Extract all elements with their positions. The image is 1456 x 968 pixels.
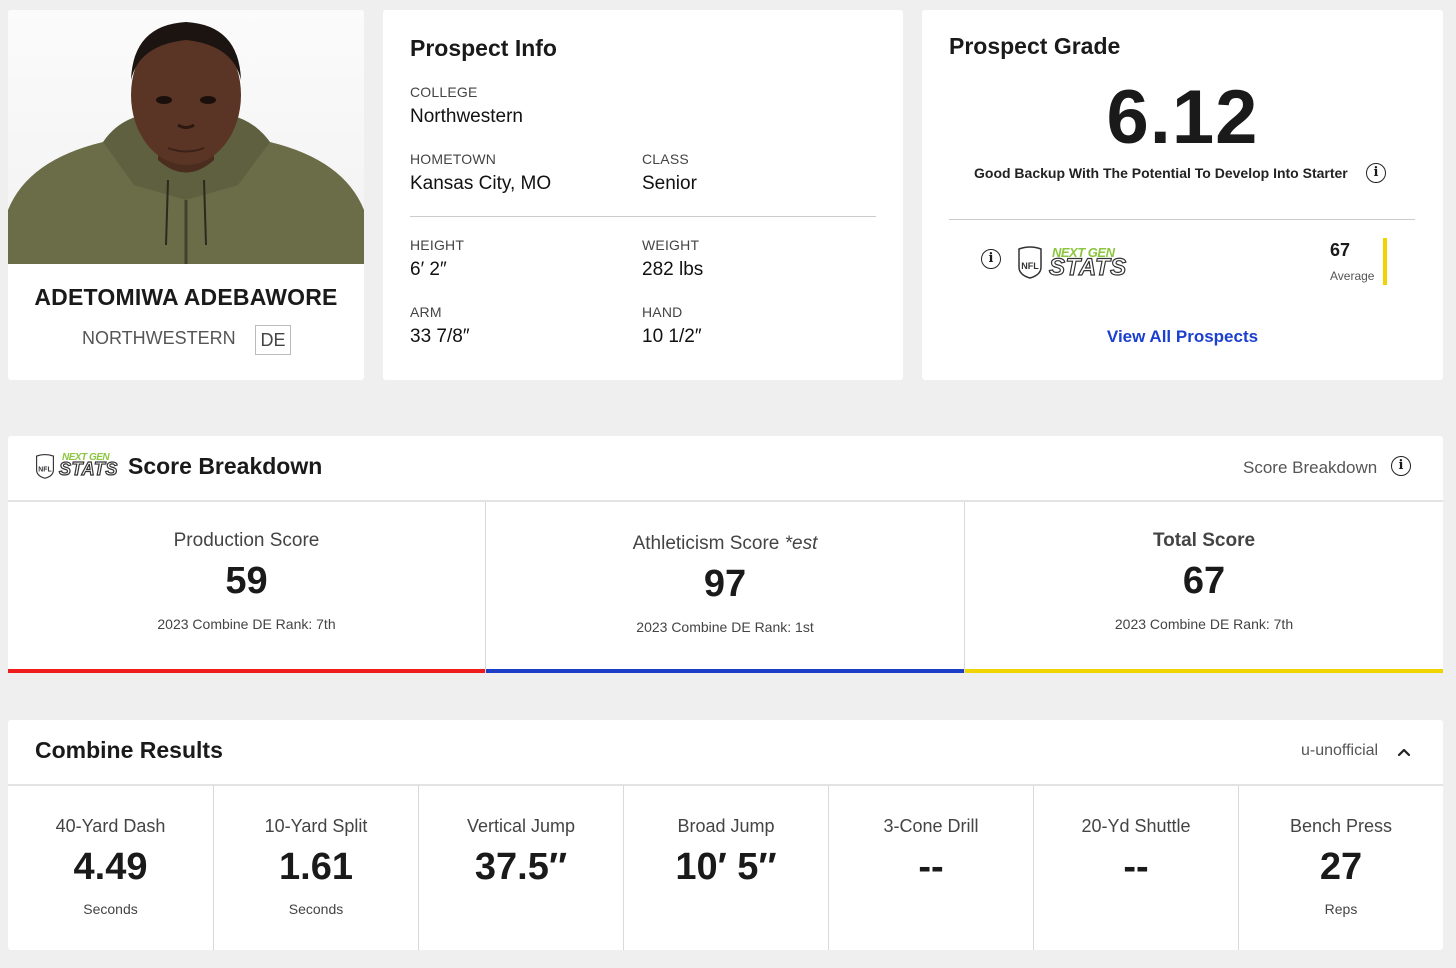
hand-value: 10 1/2″	[642, 326, 702, 347]
drill-unit: Seconds	[288, 901, 344, 917]
prospect-info-card: Prospect Info COLLEGE Northwestern HOMET…	[383, 10, 903, 380]
production-score-rank: 2023 Combine DE Rank: 7th	[157, 616, 336, 632]
total-score-bar	[965, 669, 1443, 673]
drill-value: --	[918, 846, 944, 888]
drill-20-yd-shuttle: 20-Yd Shuttle --	[1033, 786, 1238, 950]
info-divider	[410, 216, 876, 217]
grade-divider	[949, 219, 1415, 220]
class-value: Senior	[642, 173, 697, 194]
athleticism-score-rank: 2023 Combine DE Rank: 1st	[636, 619, 814, 635]
drill-label: Broad Jump	[677, 816, 775, 836]
combine-results-title: Combine Results	[35, 737, 223, 763]
total-score-rank: 2023 Combine DE Rank: 7th	[1114, 616, 1294, 632]
ngs-logo: NFL NEXT GEN STATS	[1017, 244, 1137, 282]
prospect-info-title: Prospect Info	[410, 35, 557, 61]
drill-unit: Seconds	[83, 901, 138, 917]
production-score-label: Production Score	[173, 530, 320, 551]
grade-description: Good Backup With The Potential To Develo…	[974, 165, 1348, 181]
height-value: 6′ 2″	[410, 259, 447, 280]
production-score-bar	[8, 669, 485, 673]
svg-text:NFL: NFL	[38, 466, 51, 473]
score-breakdown-menu-label[interactable]: Score Breakdown	[1243, 458, 1378, 477]
prospect-grade-card: Prospect Grade 6.12 Good Backup With The…	[922, 10, 1443, 380]
college-value: Northwestern	[410, 106, 523, 127]
drill-bench-press: Bench Press 27 Reps	[1238, 786, 1443, 950]
player-name: ADETOMIWA ADEBAWORE	[34, 284, 338, 310]
drill-value: 37.5″	[474, 846, 568, 888]
drill-3-cone: 3-Cone Drill --	[828, 786, 1033, 950]
nfl-shield-icon: NFL	[1018, 246, 1042, 279]
drill-value: 27	[1319, 846, 1363, 888]
hand-label: HAND	[642, 304, 683, 320]
prospect-grade-value: 6.12	[1106, 75, 1259, 160]
hometown-value: Kansas City, MO	[410, 173, 552, 194]
athleticism-score-label-row: Athleticism Score *est	[486, 533, 964, 555]
height-label: HEIGHT	[410, 237, 465, 253]
nfl-shield-icon: NFL	[36, 453, 54, 479]
ngs-score-label: Average	[1330, 269, 1375, 283]
player-college: NORTHWESTERN	[82, 328, 236, 348]
svg-text:NFL: NFL	[1021, 261, 1039, 271]
ngs-info-icon[interactable]: i	[981, 249, 1001, 269]
view-all-prospects-link[interactable]: View All Prospects	[1106, 327, 1259, 346]
arm-value: 33 7/8″	[410, 326, 470, 347]
drill-label: Bench Press	[1289, 816, 1393, 836]
score-breakdown-card: NFL NEXT GEN STATS Score Breakdown Score…	[8, 436, 1443, 673]
chevron-up-icon[interactable]	[1394, 742, 1414, 762]
hometown-label: HOMETOWN	[410, 151, 497, 167]
total-score-label: Total Score	[1152, 530, 1256, 551]
drill-label: 10-Yard Split	[264, 816, 368, 836]
ngs-logo-stats: STATS	[1048, 253, 1127, 281]
combine-results-card: Combine Results u-unofficial 40-Yard Das…	[8, 720, 1443, 950]
athleticism-score-bar	[486, 669, 964, 673]
production-score-value: 59	[225, 560, 268, 602]
athleticism-score-label: Athleticism Score	[632, 533, 780, 554]
drill-unit: Reps	[1324, 901, 1358, 917]
drill-value: 1.61	[279, 846, 353, 888]
drill-label: Vertical Jump	[466, 816, 576, 836]
drill-value: --	[1123, 846, 1149, 888]
drill-label: 3-Cone Drill	[883, 816, 979, 836]
score-info-icon[interactable]: i	[1391, 456, 1411, 476]
drill-vertical-jump: Vertical Jump 37.5″	[418, 786, 623, 950]
player-portrait-icon	[8, 22, 364, 264]
score-breakdown-title: Score Breakdown	[128, 453, 323, 479]
total-score-panel: Total Score 67 2023 Combine DE Rank: 7th	[964, 502, 1443, 673]
drill-label: 40-Yard Dash	[55, 816, 166, 836]
ngs-logo-next: NEXT GEN	[1052, 245, 1115, 260]
weight-label: WEIGHT	[642, 237, 700, 253]
total-score-value: 67	[1182, 560, 1226, 602]
athleticism-score-panel: Athleticism Score *est 97 2023 Combine D…	[485, 502, 964, 673]
position-badge: DE	[255, 325, 291, 355]
unofficial-toggle[interactable]: u-unofficial	[1301, 742, 1379, 759]
production-score-panel: Production Score 59 2023 Combine DE Rank…	[8, 502, 485, 673]
arm-label: ARM	[410, 304, 442, 320]
athleticism-score-est: *est	[784, 533, 818, 554]
ngs-logo-stats: STATS	[58, 458, 118, 479]
drill-value: 10′ 5″	[675, 846, 777, 888]
ngs-score-bar	[1383, 238, 1387, 285]
weight-value: 282 lbs	[642, 259, 704, 280]
college-label: COLLEGE	[410, 84, 478, 100]
drill-10-yard-split: 10-Yard Split 1.61 Seconds	[213, 786, 418, 950]
athleticism-score-value: 97	[703, 563, 747, 605]
score-ngs-logo: NFL NEXT GEN STATS	[35, 451, 125, 481]
combine-header-divider	[8, 784, 1443, 786]
class-label: CLASS	[642, 151, 689, 167]
score-header-divider	[8, 500, 1443, 502]
drill-40-yard-dash: 40-Yard Dash 4.49 Seconds	[8, 786, 213, 950]
prospect-grade-title: Prospect Grade	[949, 33, 1121, 59]
drill-broad-jump: Broad Jump 10′ 5″	[623, 786, 828, 950]
drill-value: 4.49	[73, 846, 148, 888]
player-card: ADETOMIWA ADEBAWORE NORTHWESTERN DE	[8, 10, 364, 380]
drill-label: 20-Yd Shuttle	[1081, 816, 1191, 836]
player-photo	[8, 10, 364, 264]
ngs-logo-next: NEXT GEN	[62, 452, 110, 463]
grade-info-icon[interactable]: i	[1366, 163, 1386, 183]
ngs-score: 67	[1330, 240, 1351, 260]
